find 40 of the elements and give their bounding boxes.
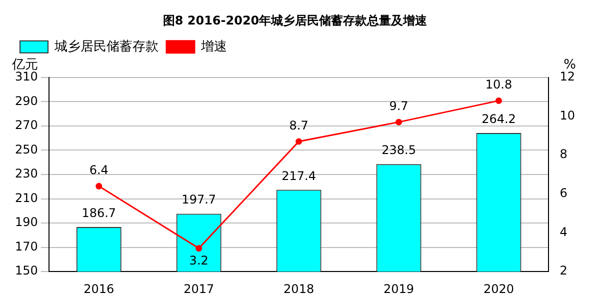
data-label: 264.2 xyxy=(482,112,516,126)
x-tick-label: 2019 xyxy=(384,282,414,296)
point xyxy=(496,97,502,104)
y-tick-label: 150 xyxy=(15,264,38,278)
y-tick-label: 210 xyxy=(15,190,38,205)
y2-tick-label: 2 xyxy=(560,264,568,278)
y-tick-label: 310 xyxy=(15,70,38,84)
data-label: 3.2 xyxy=(189,253,208,268)
data-label: 6.4 xyxy=(89,163,108,178)
y-axis-title: 亿元 xyxy=(11,57,38,72)
point xyxy=(396,118,402,126)
data-label: 197.7 xyxy=(182,192,216,207)
data-label: 186.7 xyxy=(82,206,116,220)
x-tick-label: 2018 xyxy=(284,282,314,296)
x-tick-label: 2017 xyxy=(184,282,214,296)
y2-tick-label: 12 xyxy=(560,70,576,84)
y-tick-label: 290 xyxy=(15,94,38,108)
data-label: 8.7 xyxy=(289,118,308,132)
data-label: 10.8 xyxy=(485,78,512,92)
point xyxy=(196,245,202,252)
y-tick-label: 190 xyxy=(15,215,38,230)
x-tick-label: 2020 xyxy=(483,282,514,296)
data-label: 9.7 xyxy=(389,99,408,114)
y2-tick-label: 4 xyxy=(560,224,568,239)
data-label: 217.4 xyxy=(282,168,316,183)
y2-axis-title: % xyxy=(564,57,576,72)
data-label: 238.5 xyxy=(382,143,416,158)
point xyxy=(96,182,102,190)
y-tick-label: 270 xyxy=(15,118,38,132)
y-tick-label: 170 xyxy=(15,239,38,254)
x-tick-label: 2016 xyxy=(84,282,114,296)
chart-title: 图8 2016-2020年城乡居民储蓄存款总量及增速 xyxy=(162,13,428,28)
y2-tick-label: 6 xyxy=(560,186,568,200)
y-tick-label: 250 xyxy=(15,142,38,156)
y2-tick-label: 10 xyxy=(560,108,576,122)
point xyxy=(296,138,302,145)
legend-label: 城乡居民储蓄存款 xyxy=(54,39,158,54)
legend-label: 增速 xyxy=(200,39,227,54)
y-tick-label: 230 xyxy=(15,166,38,181)
y2-tick-label: 8 xyxy=(560,147,568,162)
